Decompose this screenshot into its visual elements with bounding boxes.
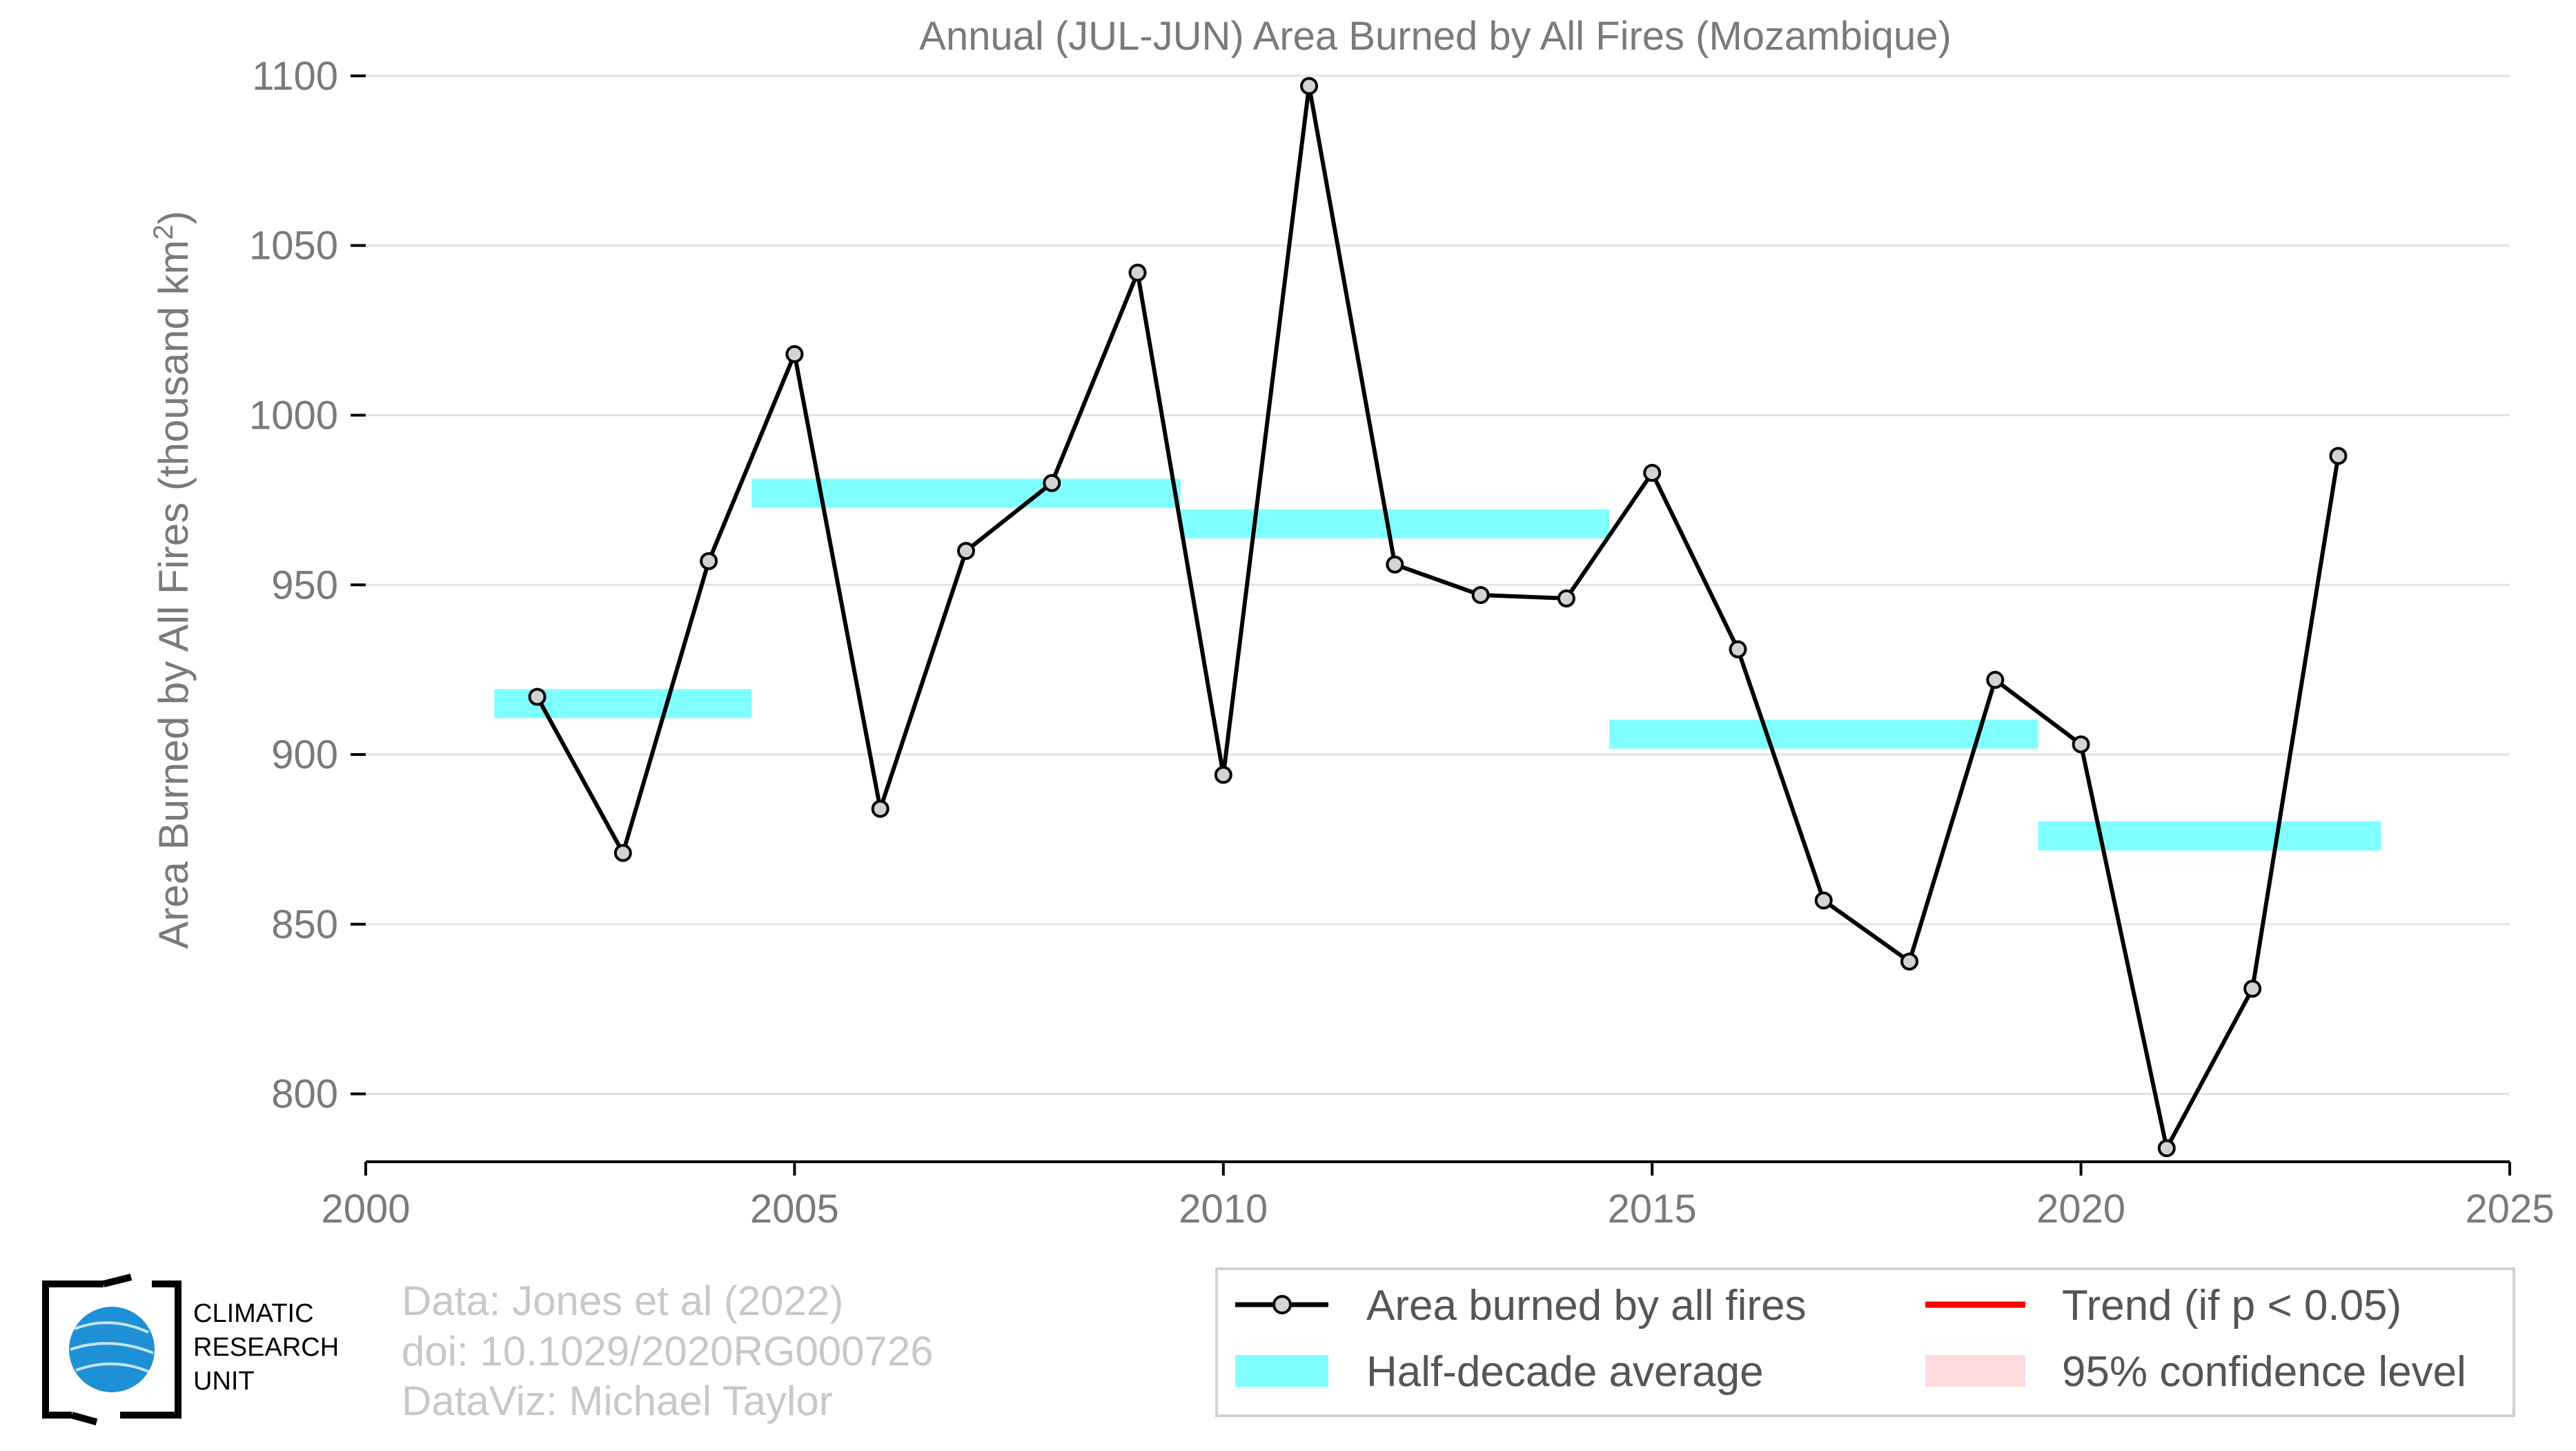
data-point-2010 <box>1214 766 1232 784</box>
data-point-2012 <box>1386 555 1404 574</box>
credit-data-source: Data: Jones et al (2022) <box>402 1278 843 1324</box>
legend-label-area-burned: Area burned by all fires <box>1366 1282 1807 1330</box>
legend: Area burned by all fires Trend (if p < 0… <box>1215 1267 2515 1417</box>
cru-logo: CLIMATIC RESEARCH UNIT <box>42 1274 339 1425</box>
globe-icon <box>69 1307 155 1392</box>
data-point-2013 <box>1471 586 1490 605</box>
logo-frame-left-bracket <box>42 1280 104 1419</box>
logo-text-climatic: CLIMATIC <box>193 1299 314 1328</box>
x-tick-label-2000: 2000 <box>321 1187 410 1231</box>
x-tick-label-2025: 2025 <box>2465 1187 2554 1231</box>
logo-frame-right-bracket <box>120 1280 181 1419</box>
data-point-2003 <box>613 844 632 862</box>
half-decade-average-bands <box>494 478 2381 851</box>
y-axis-label-superscript: 2 <box>148 224 179 240</box>
legend-box <box>1215 1267 2515 1417</box>
x-tick-labels: 2000 2005 2010 2015 2020 2025 <box>321 1162 2555 1231</box>
legend-label-half-decade: Half-decade average <box>1366 1348 1764 1396</box>
legend-swatch-half-decade <box>1235 1355 1328 1387</box>
data-point-2021 <box>2157 1139 2176 1158</box>
data-point-2016 <box>1729 640 1747 659</box>
legend-label-trend: Trend (if p < 0.05) <box>2062 1282 2401 1330</box>
y-tick-labels: 800 850 900 950 1000 1050 1100 <box>249 54 366 1117</box>
data-point-2008 <box>1043 474 1061 492</box>
data-point-2017 <box>1814 891 1833 910</box>
half-decade-band-4 <box>1609 719 2038 749</box>
data-point-2015 <box>1643 464 1662 483</box>
data-point-2022 <box>2243 980 2262 998</box>
legend-label-confidence: 95% confidence level <box>2062 1348 2466 1396</box>
x-tick-label-2005: 2005 <box>750 1187 839 1231</box>
legend-swatch-confidence <box>1925 1355 2025 1387</box>
data-point-2018 <box>1900 952 1919 971</box>
series-area-burned <box>528 77 2348 1158</box>
half-decade-band-5 <box>2038 821 2381 851</box>
x-tick-label-2015: 2015 <box>1608 1187 1697 1231</box>
logo-text-unit: UNIT <box>193 1367 255 1396</box>
data-point-2007 <box>956 542 975 561</box>
credit-dataviz: DataViz: Michael Taylor <box>402 1378 833 1424</box>
data-point-2006 <box>871 799 889 818</box>
x-tick-label-2020: 2020 <box>2036 1187 2125 1231</box>
globe-icon-lines <box>70 1321 154 1374</box>
credit-doi: doi: 10.1029/2020RG000726 <box>402 1328 934 1374</box>
y-tick-label-850: 850 <box>271 902 338 947</box>
legend-swatch-area-burned-marker <box>1272 1295 1292 1314</box>
logo-frame-slash-bottom <box>70 1412 98 1425</box>
series-line-area-burned <box>535 84 2341 1151</box>
data-point-2020 <box>2072 735 2090 754</box>
y-tick-label-1000: 1000 <box>249 393 338 438</box>
data-point-2009 <box>1128 263 1147 282</box>
logo-text-research: RESEARCH <box>193 1333 339 1362</box>
y-tick-label-900: 900 <box>271 732 338 777</box>
data-point-2011 <box>1300 77 1319 95</box>
data-point-2002 <box>528 688 547 706</box>
data-point-2023 <box>2329 447 2348 465</box>
y-tick-label-1100: 1100 <box>252 54 338 99</box>
chart-title: Annual (JUL-JUN) Area Burned by All Fire… <box>919 14 1951 59</box>
data-point-2014 <box>1557 589 1575 607</box>
y-axis-label: Area Burned by All Fires (thousand km2) <box>148 211 197 948</box>
logo-frame-slash-top <box>102 1274 132 1287</box>
y-tick-label-950: 950 <box>271 563 338 607</box>
y-tick-label-800: 800 <box>271 1072 338 1117</box>
x-tick-label-2010: 2010 <box>1179 1187 1268 1231</box>
data-point-2019 <box>1986 670 2005 689</box>
half-decade-band-2 <box>751 478 1181 508</box>
data-point-2005 <box>785 344 804 363</box>
y-tick-label-1050: 1050 <box>249 224 338 269</box>
gridlines <box>366 75 2510 1095</box>
half-decade-band-3 <box>1180 509 1610 538</box>
data-point-2004 <box>700 552 718 570</box>
